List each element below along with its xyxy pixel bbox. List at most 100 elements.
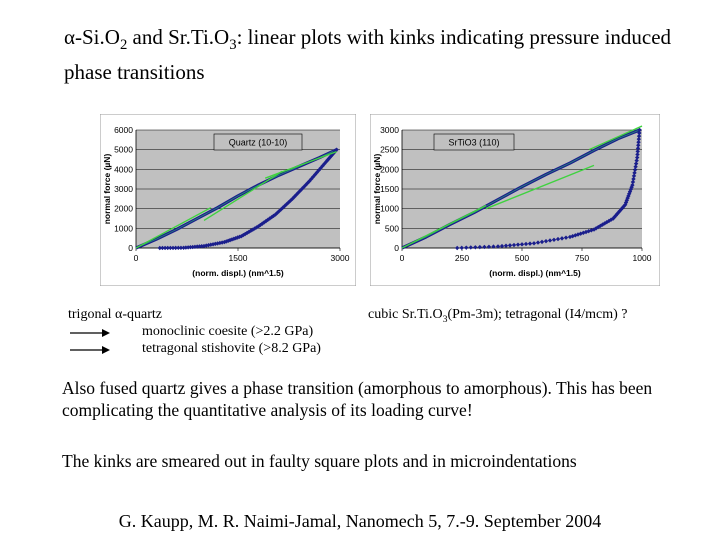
quartz-phase-line-2: monoclinic coesite (>2.2 GPa) [142,324,314,339]
linear-fit-line [264,150,337,179]
unloading-point [284,201,289,207]
y-axis-label: normal force (µN) [102,154,112,225]
quartz-chart-svg: 0 1000 2000 3000 4000 5000 6000 0 1500 3000 Quart… [100,114,356,286]
x-tick-label: 0 [134,253,139,263]
unloading-point [190,244,195,250]
unloading-point [455,245,460,251]
y-tick-label: 2000 [380,164,399,174]
linear-fit-line [401,204,487,249]
unloading-point [531,241,537,246]
y-tick-label: 2000 [114,204,133,214]
unloading-point [499,243,505,249]
unloading-point [482,244,487,250]
unloading-point [543,238,549,244]
unloading-point [224,239,229,244]
unloading-point [635,146,641,151]
y-tick-label: 500 [385,223,399,233]
unloading-point [271,213,276,219]
y-tick-label: 1500 [380,184,399,194]
unloading-point [165,245,170,251]
unloading-point [157,245,162,251]
unloading-point [623,200,629,205]
y-tick-label: 5000 [114,145,133,155]
unloading-point [631,173,637,179]
unloading-point [523,241,529,247]
unloading-point [632,167,638,172]
unloading-point [635,152,640,157]
legend-label: Quartz (10-10) [229,138,288,148]
unloading-point [334,147,339,152]
unloading-point [535,240,541,245]
legend-label: SrTiO3 (110) [448,138,499,148]
y-tick-label: 2500 [380,145,399,155]
unloading-point [559,236,565,241]
unloading-point [551,237,557,242]
x-tick-label: 0 [400,253,405,263]
unloading-point [464,245,469,250]
linear-fit-line [203,170,283,222]
unloading-point [507,243,513,248]
loading-curve-core [401,129,640,249]
unloading-point [160,245,165,251]
x-tick-label: 3000 [331,253,350,263]
y-tick-label: 0 [394,243,399,253]
unloading-point [633,164,638,169]
unloading-point [591,227,597,232]
y-axis-label: normal force (µN) [372,154,382,225]
unloading-point [511,242,517,248]
unloading-point [468,245,473,250]
unloading-point [630,182,635,188]
unloading-point [322,161,327,166]
arrow-icon [70,346,110,354]
unloading-point [219,240,225,245]
fused-quartz-paragraph: Also fused quartz gives a phase transiti… [62,378,653,420]
unloading-point [256,224,261,229]
unloading-point [210,242,216,247]
unloading-point [267,216,272,221]
y-tick-label: 6000 [114,125,133,135]
unloading-point [473,245,478,250]
unloading-point [630,179,636,185]
srtio3-chart-svg: 0 500 1000 1500 2000 2500 3000 0 250 500 750 1000 S… [370,114,660,286]
x-tick-label: 750 [575,253,589,263]
kinks-paragraph: The kinks are smeared out in faulty squa… [62,451,577,471]
srtio3-phase-note: cubic Sr.Ti.O3(Pm-3m); tetragonal (I4/mc… [368,307,628,325]
unloading-point [636,140,641,145]
y-tick-label: 3000 [114,184,133,194]
unloading-point [318,165,323,171]
x-axis-label: (norm. displ.) (nm^1.5) [489,268,581,278]
unloading-point [563,235,569,240]
quartz-phase-line-3: tetragonal stishovite (>8.2 GPa) [142,341,321,356]
unloading-point [503,243,509,248]
y-tick-label: 0 [128,243,133,253]
y-tick-label: 1000 [380,204,399,214]
unloading-point [176,245,181,251]
unloading-point [324,159,329,164]
unloading-point [288,198,293,203]
y-tick-label: 4000 [114,164,133,174]
x-axis-label: (norm. displ.) (nm^1.5) [192,268,284,278]
unloading-point [629,185,634,190]
unloading-point [237,234,242,240]
arrow-icon [70,329,110,337]
y-tick-label: 3000 [380,125,399,135]
unloading-point [305,180,310,186]
unloading-point [583,229,589,235]
unloading-point [631,176,636,182]
unloading-point [632,170,637,176]
quartz-phase-note: trigonal α-quartz monoclinic coesite (>2… [68,306,321,357]
x-tick-label: 500 [515,253,529,263]
unloading-point [222,239,227,245]
linear-fit-line [588,125,643,151]
legend-box [213,133,303,151]
x-tick-label: 1000 [633,253,652,263]
unloading-point [459,245,464,251]
linear-fit-line [135,207,212,249]
srtio3-chart: 0 500 1000 1500 2000 2500 3000 0 250 500 750 1000 S… [370,114,660,286]
unloading-point [178,245,184,251]
unloading-point [250,227,255,232]
unloading-point [486,244,492,249]
unloading-point [539,239,545,245]
unloading-point [290,196,295,202]
unloading-point [162,245,168,251]
